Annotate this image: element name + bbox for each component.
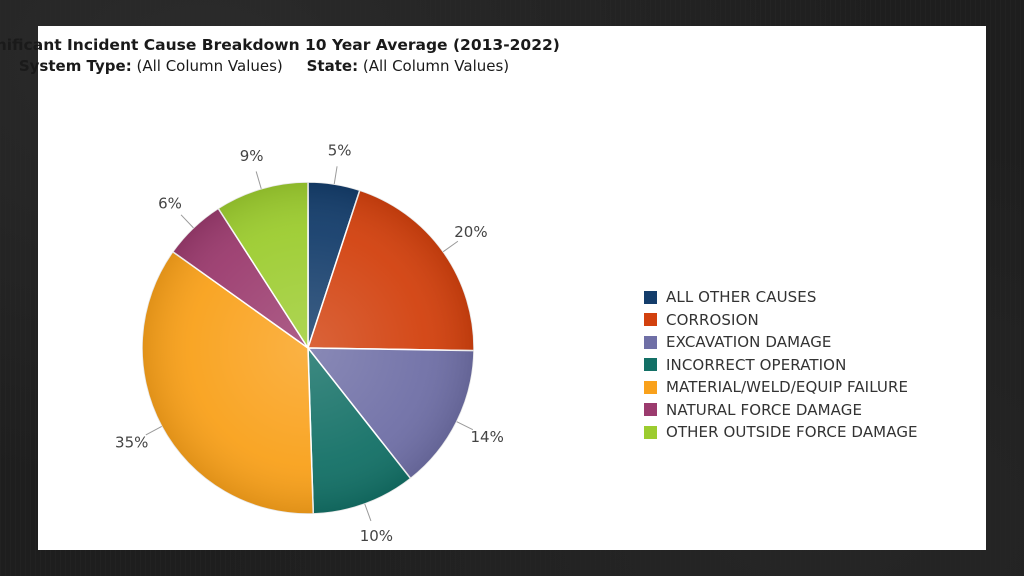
legend-item-all-other-causes[interactable]: ALL OTHER CAUSES [644, 286, 918, 309]
chart-subtitle: System Type: (All Column Values) State: … [0, 57, 738, 75]
system-type-label: System Type: [18, 57, 132, 75]
legend-label: OTHER OUTSIDE FORCE DAMAGE [666, 423, 918, 442]
chart-panel: Significant Incident Cause Breakdown 10 … [0, 26, 986, 550]
data-label-all-other-causes: 5% [328, 142, 352, 160]
data-label-incorrect-operation: 10% [360, 527, 393, 545]
legend-label: ALL OTHER CAUSES [666, 288, 817, 307]
leader-line-incorrect-operation [364, 503, 372, 522]
state-label: State: [306, 57, 359, 75]
legend-label: MATERIAL/WELD/EQUIP FAILURE [666, 378, 909, 397]
legend-item-incorrect-operation[interactable]: INCORRECT OPERATION [644, 354, 918, 377]
leader-line-all-other-causes [333, 166, 338, 185]
legend-item-excavation-damage[interactable]: EXCAVATION DAMAGE [644, 331, 918, 354]
legend-item-corrosion[interactable]: CORROSION [644, 309, 918, 332]
legend-swatch [644, 403, 657, 417]
legend-swatch [644, 313, 657, 327]
state-value: (All Column Values) [362, 57, 510, 75]
legend-swatch [644, 358, 657, 372]
legend-swatch [644, 335, 657, 349]
leader-line-other-outside-force-damage [255, 171, 262, 189]
legend-swatch [644, 380, 657, 394]
chart-title: Significant Incident Cause Breakdown 10 … [0, 36, 560, 54]
pie-chart: 5% 20% 14% 10% 35% 6% 9% [115, 142, 504, 545]
system-type-value: (All Column Values) [136, 57, 283, 75]
data-label-corrosion: 20% [454, 223, 487, 241]
legend-label: INCORRECT OPERATION [666, 355, 847, 374]
legend-item-other-outside-force-damage[interactable]: OTHER OUTSIDE FORCE DAMAGE [644, 421, 918, 444]
legend-swatch [644, 425, 657, 439]
data-label-material-weld-equip-failure: 35% [115, 433, 148, 451]
chart-legend: ALL OTHER CAUSES CORROSION EXCAVATION DAMA… [644, 286, 918, 444]
data-label-natural-force-damage: 6% [158, 194, 182, 212]
data-label-other-outside-force-damage: 9% [240, 147, 264, 165]
legend-label: EXCAVATION DAMAGE [666, 333, 832, 352]
legend-swatch [644, 290, 657, 304]
legend-label: NATURAL FORCE DAMAGE [666, 400, 863, 419]
leader-line-natural-force-damage [180, 214, 194, 229]
legend-item-material-weld-equip-failure[interactable]: MATERIAL/WELD/EQUIP FAILURE [644, 376, 918, 399]
leader-line-corrosion [442, 240, 459, 253]
legend-item-natural-force-damage[interactable]: NATURAL FORCE DAMAGE [644, 399, 918, 422]
data-label-excavation-damage: 14% [471, 428, 504, 446]
legend-label: CORROSION [666, 310, 759, 329]
